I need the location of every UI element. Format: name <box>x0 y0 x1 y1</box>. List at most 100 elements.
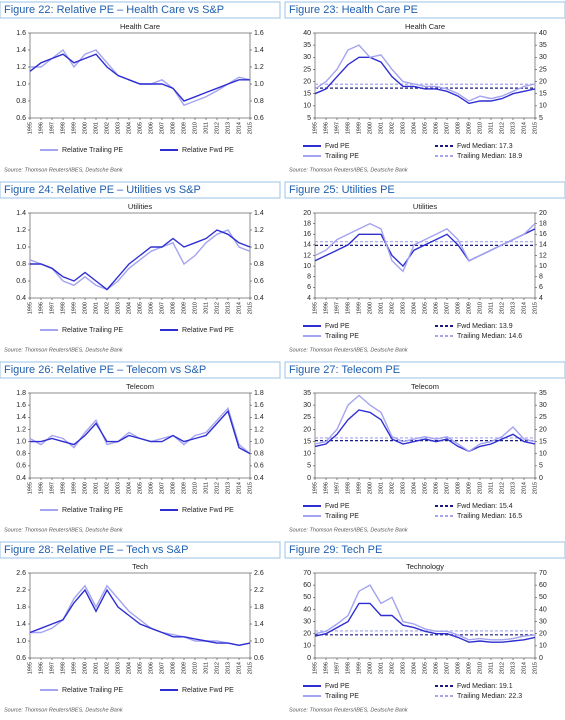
y2-tick-label: 8 <box>539 274 543 281</box>
x-tick-label: 2000 <box>367 302 373 314</box>
x-tick-label: 1996 <box>323 122 329 134</box>
legend-label: Trailing PE <box>325 333 359 340</box>
legend-label: Trailing PE <box>325 153 359 160</box>
x-tick-label: 1997 <box>334 122 340 134</box>
legend-label: Fwd Median: 19.1 <box>457 683 513 690</box>
y2-tick-label: 6 <box>539 284 543 291</box>
chart-subtitle: Telecom <box>411 382 439 391</box>
panel-title: Figure 26: Relative PE – Telecom vs S&P <box>4 364 206 376</box>
plot-frame <box>29 392 251 479</box>
y2-tick-label: 20 <box>539 631 547 638</box>
x-tick-label: 1999 <box>71 482 77 494</box>
y2-tick-label: 18 <box>539 220 547 227</box>
chart-subtitle: Utilities <box>128 202 152 211</box>
panel-title: Figure 28: Relative PE – Tech vs S&P <box>4 544 188 556</box>
y2-tick-label: 1.4 <box>254 47 264 54</box>
x-tick-label: 2001 <box>93 122 99 134</box>
y2-tick-label: 1.0 <box>254 244 264 251</box>
x-tick-label: 2011 <box>203 302 209 314</box>
y2-tick-label: 10 <box>539 263 547 270</box>
x-tick-label: 1998 <box>60 122 66 134</box>
y2-tick-label: 60 <box>539 582 547 589</box>
x-tick-label: 1999 <box>356 482 362 494</box>
y-tick-label: 0.8 <box>16 451 26 458</box>
x-tick-label: 2005 <box>422 122 428 134</box>
title-bar <box>284 361 565 379</box>
x-tick-label: 2011 <box>203 122 209 134</box>
x-tick-label: 2014 <box>236 482 242 494</box>
x-tick-label: 2011 <box>488 122 494 134</box>
x-tick-label: 1998 <box>60 482 66 494</box>
x-tick-label: 2010 <box>477 122 483 134</box>
series-line <box>29 229 251 291</box>
y-tick-label: 14 <box>303 242 311 249</box>
y-tick-label: 1.2 <box>16 227 26 234</box>
y-tick-label: 0.4 <box>16 475 26 482</box>
x-tick-label: 1998 <box>60 302 66 314</box>
x-tick-label: 2006 <box>148 302 154 314</box>
series-line <box>30 229 251 291</box>
source-note: Source: Thomson Reuters/IBES, Deutsche B… <box>289 527 408 533</box>
y-tick-label: 30 <box>303 54 311 61</box>
y-tick-label: 0.8 <box>16 261 26 268</box>
series-line <box>29 53 250 102</box>
x-tick-label: 2004 <box>126 662 132 674</box>
panel-title: Figure 23: Health Care PE <box>289 4 418 16</box>
y-tick-label: 20 <box>303 426 311 433</box>
x-tick-label: 2011 <box>488 662 494 674</box>
x-tick-label: 2009 <box>466 482 472 494</box>
x-tick-label: 2002 <box>389 302 395 314</box>
y-tick-label: 5 <box>307 115 311 122</box>
y2-tick-label: 10 <box>539 451 547 458</box>
x-tick-label: 2012 <box>499 302 505 314</box>
x-tick-label: 1999 <box>356 122 362 134</box>
x-tick-label: 2011 <box>203 662 209 674</box>
legend-label: Trailing Median: 18.9 <box>457 153 522 160</box>
series-line <box>314 222 536 273</box>
x-tick-label: 2007 <box>444 482 450 494</box>
legend-label: Fwd PE <box>325 323 350 330</box>
x-tick-label: 2013 <box>510 482 516 494</box>
y2-tick-label: 1.2 <box>254 227 264 234</box>
x-tick-label: 2008 <box>455 482 461 494</box>
legend-label: Relative Fwd PE <box>182 147 234 154</box>
y2-tick-label: 30 <box>539 54 547 61</box>
x-tick-label: 1997 <box>334 302 340 314</box>
chart-subtitle: Health Care <box>405 22 445 31</box>
x-tick-label: 2015 <box>532 482 538 494</box>
y-tick-label: 0.6 <box>16 463 26 470</box>
y-tick-label: 1.2 <box>16 64 26 71</box>
legend-label: Relative Trailing PE <box>62 687 123 694</box>
x-tick-label: 2004 <box>411 122 417 134</box>
legend-label: Fwd PE <box>325 683 350 690</box>
y-tick-label: 20 <box>303 210 311 217</box>
y-tick-label: 25 <box>303 414 311 421</box>
x-tick-label: 2012 <box>499 122 505 134</box>
y-tick-label: 1.0 <box>16 638 26 645</box>
x-tick-label: 2001 <box>93 662 99 674</box>
x-tick-label: 1996 <box>323 482 329 494</box>
y-tick-label: 40 <box>303 30 311 37</box>
chart-subtitle: Tech <box>132 562 148 571</box>
x-tick-label: 2009 <box>181 122 187 134</box>
x-tick-label: 2013 <box>225 482 231 494</box>
x-tick-label: 2006 <box>148 122 154 134</box>
source-note: Source: Thomson Reuters/IBES, Deutsche B… <box>4 347 123 353</box>
x-tick-label: 1998 <box>60 662 66 674</box>
x-tick-label: 2008 <box>455 662 461 674</box>
x-tick-label: 2007 <box>159 482 165 494</box>
plot-frame <box>314 32 536 119</box>
legend-label: Trailing Median: 22.3 <box>457 693 522 700</box>
x-tick-label: 1998 <box>345 662 351 674</box>
chart-subtitle: Health Care <box>120 22 160 31</box>
x-tick-label: 2005 <box>137 482 143 494</box>
x-tick-label: 2015 <box>247 302 253 314</box>
title-bar <box>0 181 281 199</box>
x-tick-label: 2008 <box>455 302 461 314</box>
x-tick-label: 1995 <box>27 662 33 674</box>
y-tick-label: 0 <box>307 655 311 662</box>
source-note: Source: Thomson Reuters/IBES, Deutsche B… <box>4 707 123 713</box>
x-tick-label: 2002 <box>104 302 110 314</box>
x-tick-label: 2010 <box>192 122 198 134</box>
y2-tick-label: 20 <box>539 210 547 217</box>
